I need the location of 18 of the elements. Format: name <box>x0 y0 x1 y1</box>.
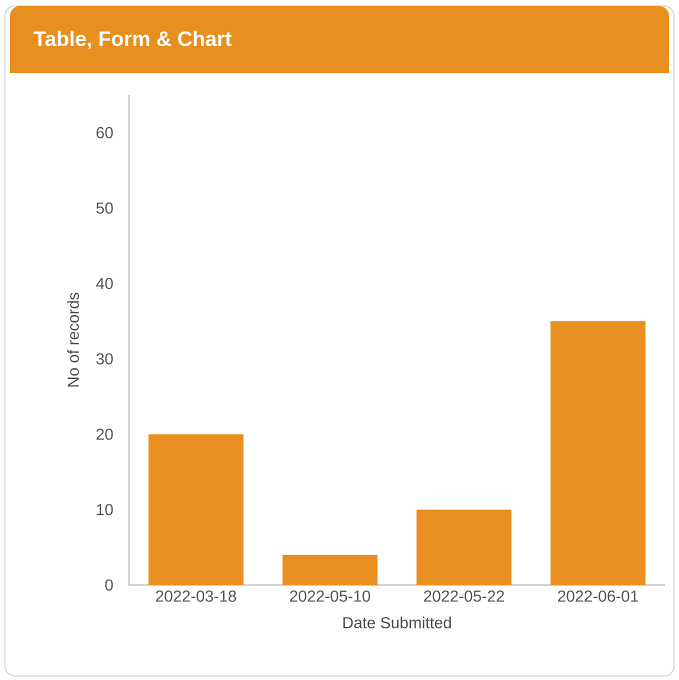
y-axis-title: No of records <box>67 292 79 387</box>
bar <box>550 321 646 585</box>
x-tick-label: 2022-03-18 <box>156 590 236 602</box>
y-tick-label: 0 <box>105 579 113 591</box>
chart-title: Table, Form & Chart <box>34 30 232 50</box>
y-tick-label: 40 <box>96 278 113 290</box>
y-tick-label: 20 <box>96 428 113 440</box>
bar <box>148 434 244 585</box>
bar <box>282 554 378 585</box>
x-axis-title: Date Submitted <box>343 616 451 628</box>
y-tick-label: 10 <box>96 504 113 516</box>
x-tick-label: 2022-06-01 <box>558 590 638 602</box>
x-tick-label: 2022-05-22 <box>424 590 504 602</box>
y-tick-label: 50 <box>96 202 113 214</box>
y-tick-label: 60 <box>96 127 113 138</box>
x-tick-label: 2022-05-10 <box>290 590 370 602</box>
y-tick-label: 30 <box>96 353 113 364</box>
bar <box>416 510 512 585</box>
